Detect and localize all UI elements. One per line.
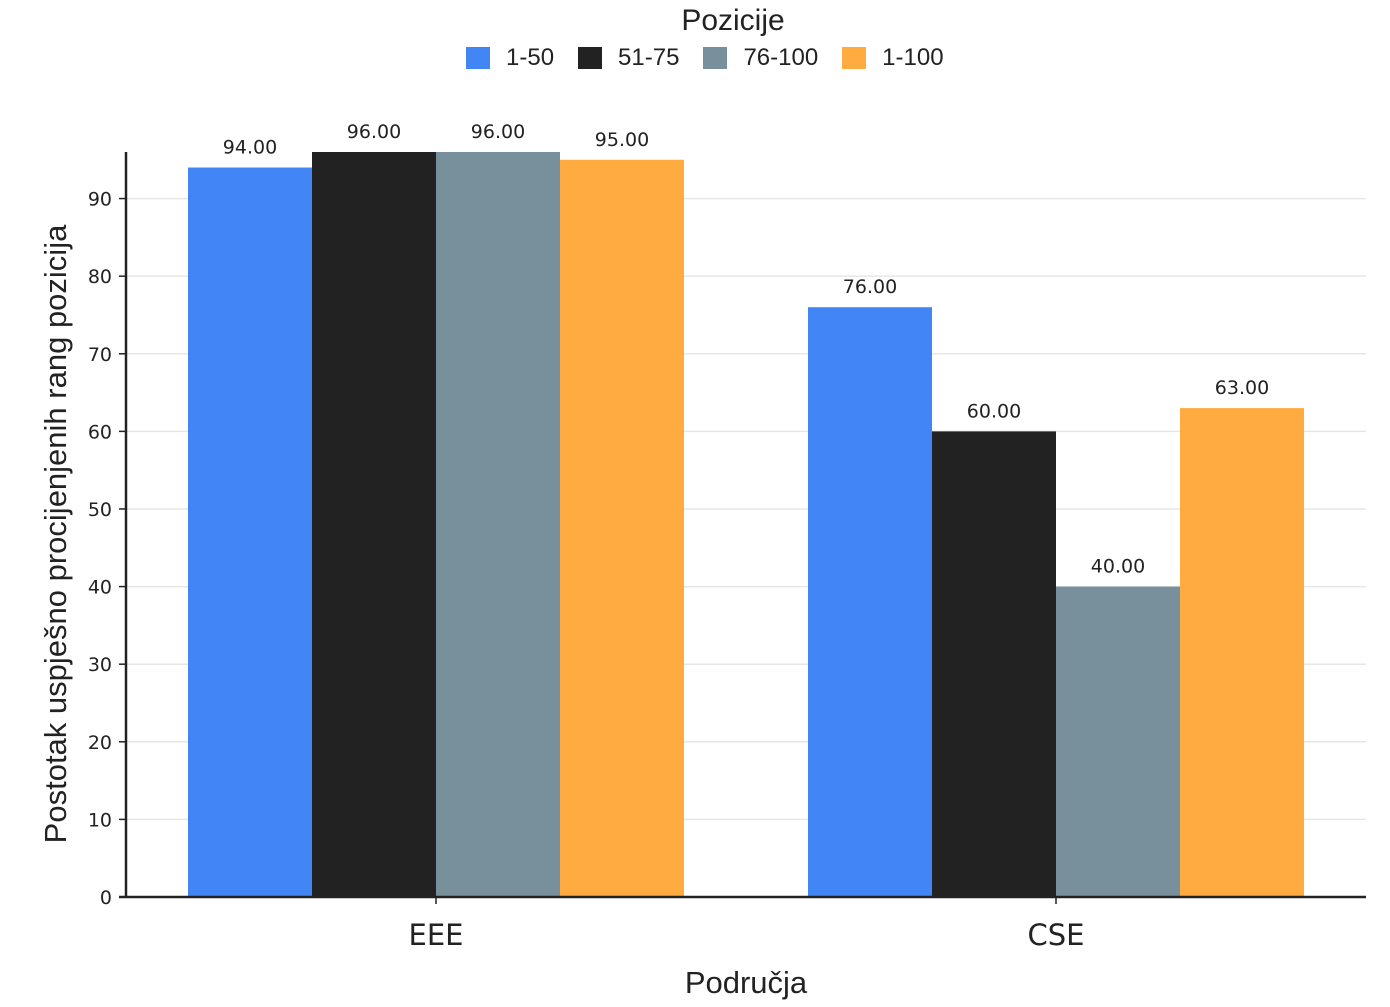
legend-swatch [703, 47, 728, 69]
bar-1-100-CSE[interactable] [1180, 408, 1304, 897]
data-label: 96.00 [471, 121, 525, 143]
y-tick-label: 60 [88, 421, 112, 443]
y-tick-label: 80 [88, 266, 112, 288]
x-tick-label: EEE [409, 918, 464, 952]
data-label: 63.00 [1215, 377, 1269, 399]
legend-label: 76-100 [743, 44, 819, 71]
legend-label: 1-50 [506, 44, 555, 71]
legend-title: Pozicije [681, 4, 785, 37]
bar-1-50-CSE[interactable] [808, 307, 932, 897]
x-tick-label: CSE [1028, 918, 1085, 952]
y-tick-label: 90 [88, 189, 112, 211]
bar-76-100-CSE[interactable] [1056, 586, 1180, 897]
data-label: 76.00 [843, 276, 897, 298]
y-tick-label: 50 [88, 499, 112, 521]
legend-item-51-75[interactable]: 51-75 [578, 44, 679, 72]
x-axis-title: Područja [685, 965, 808, 1000]
data-label: 40.00 [1091, 556, 1145, 578]
data-label: 94.00 [223, 137, 277, 159]
data-label: 95.00 [595, 129, 649, 151]
legend-swatch [466, 47, 490, 69]
axes: 0 10 20 30 40 50 60 70 80 90 EEE CSE Područja Postota… [38, 152, 1366, 1000]
bar-1-50-EEE[interactable] [188, 167, 312, 898]
legend-swatch [578, 47, 603, 69]
y-tick-label: 40 [88, 577, 112, 599]
legend-item-1-50[interactable]: 1-50 [466, 44, 554, 72]
y-axis-title: Postotak uspješno procijenjenih rang poz… [38, 224, 73, 843]
legend-item-76-100[interactable]: 76-100 [703, 44, 818, 72]
bar-1-100-EEE[interactable] [560, 159, 684, 897]
data-label: 60.00 [967, 400, 1021, 422]
y-tick-label: 30 [88, 654, 112, 676]
legend-label: 51-75 [618, 44, 680, 71]
legend: 1-50 51-75 76-100 1-100 [466, 44, 968, 72]
legend-label: 1-100 [882, 44, 944, 71]
y-tick-label: 10 [88, 809, 112, 831]
y-tick-label: 0 [100, 887, 112, 909]
y-tick-label: 70 [88, 344, 112, 366]
data-label: 96.00 [347, 121, 401, 143]
y-tick-label: 20 [88, 732, 112, 754]
legend-item-1-100[interactable]: 1-100 [842, 44, 944, 72]
legend-swatch [842, 47, 867, 69]
bar-51-75-CSE[interactable] [932, 431, 1056, 897]
bar-76-100-EEE[interactable] [436, 152, 560, 897]
bars: 94.00 96.00 96.00 95.00 76.00 60.00 40.00 63.00 [188, 121, 1304, 898]
bar-51-75-EEE[interactable] [312, 152, 436, 897]
